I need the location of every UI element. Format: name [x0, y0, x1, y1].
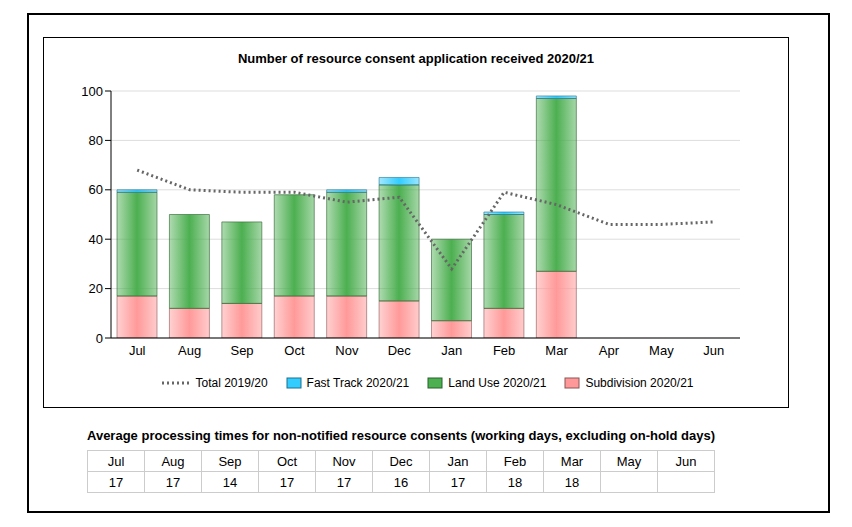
html-text:Jan: Jan: [447, 453, 469, 469]
html-text:Total 2019/20: Total 2019/20: [195, 376, 268, 390]
html-text:Aug: Aug: [161, 453, 185, 469]
html-text:14: 14: [222, 474, 238, 490]
html-text:Dec: Dec: [389, 453, 413, 469]
html-text:18: 18: [564, 474, 580, 490]
svg-text:20: 20: [89, 281, 103, 296]
svg-text:Oct: Oct: [284, 343, 305, 358]
html-text:17: 17: [450, 474, 466, 490]
html-text:Number of resource consent app: Number of resource consent application r…: [237, 50, 595, 66]
svg-text:Jan: Jan: [441, 343, 462, 358]
html-text:Mar: Mar: [560, 453, 584, 469]
html-text:18: 18: [507, 474, 523, 490]
html-text:16: 16: [393, 474, 409, 490]
html-text:17: 17: [279, 474, 295, 490]
svg-text:May: May: [649, 343, 674, 358]
html-text:Subdivision 2020/21: Subdivision 2020/21: [585, 376, 694, 390]
svg-text:40: 40: [89, 232, 103, 247]
svg-text:0: 0: [96, 331, 103, 346]
html-text:17: 17: [108, 474, 124, 490]
html-text:17: 17: [336, 474, 352, 490]
svg-text:100: 100: [81, 84, 103, 99]
html-text:Fast Track 2020/21: Fast Track 2020/21: [306, 376, 410, 390]
html-text:Sep: Sep: [218, 453, 242, 469]
svg-text:Feb: Feb: [493, 343, 515, 358]
html-text:Jun: Jun: [675, 453, 697, 469]
svg-text:60: 60: [89, 182, 103, 197]
svg-text:80: 80: [89, 133, 103, 148]
html-text:17: 17: [165, 474, 181, 490]
html-text:Nov: Nov: [332, 453, 356, 469]
svg-text:Sep: Sep: [230, 343, 253, 358]
html-text:Oct: Oct: [276, 453, 298, 469]
html-text:Average processing times for n: Average processing times for non-notifie…: [87, 428, 715, 443]
html-text:May: May: [616, 453, 642, 469]
svg-text:Jul: Jul: [129, 343, 146, 358]
svg-text:Apr: Apr: [599, 343, 620, 358]
svg-text:Dec: Dec: [388, 343, 412, 358]
svg-text:Mar: Mar: [545, 343, 568, 358]
svg-text:Aug: Aug: [178, 343, 201, 358]
html-text:Jul: Jul: [107, 453, 125, 469]
svg-text:Jun: Jun: [703, 343, 724, 358]
html-text:Feb: Feb: [503, 453, 527, 469]
html-text:Land Use 2020/21: Land Use 2020/21: [448, 376, 547, 390]
svg-text:Nov: Nov: [335, 343, 359, 358]
